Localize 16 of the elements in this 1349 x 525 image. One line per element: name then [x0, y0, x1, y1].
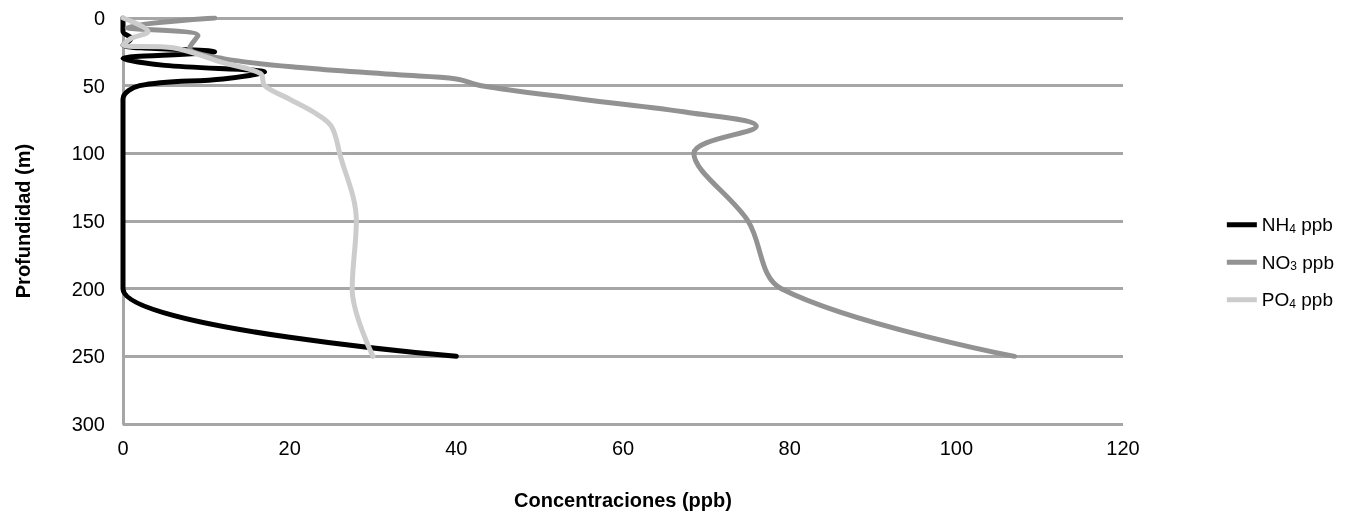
y-tick-label: 150 — [71, 210, 105, 232]
x-tick-label: 120 — [1106, 437, 1140, 459]
y-axis-title: Profundidad (m) — [12, 143, 34, 299]
y-tick-label: 50 — [82, 74, 105, 97]
y-tick-label: 200 — [71, 277, 105, 300]
y-tick-label: 0 — [93, 7, 105, 29]
y-tick-label: 300 — [71, 413, 105, 435]
x-tick-label: 100 — [939, 437, 974, 459]
y-tick-label: 250 — [71, 345, 105, 368]
x-tick-label: 0 — [117, 437, 129, 459]
x-tick-label: 80 — [778, 437, 801, 459]
x-tick-label: 20 — [278, 437, 301, 459]
x-axis-title: Concentraciones (ppb) — [514, 489, 732, 511]
y-tick-label: 100 — [71, 142, 105, 165]
x-tick-label: 40 — [445, 437, 468, 459]
x-tick-label: 60 — [611, 437, 635, 459]
